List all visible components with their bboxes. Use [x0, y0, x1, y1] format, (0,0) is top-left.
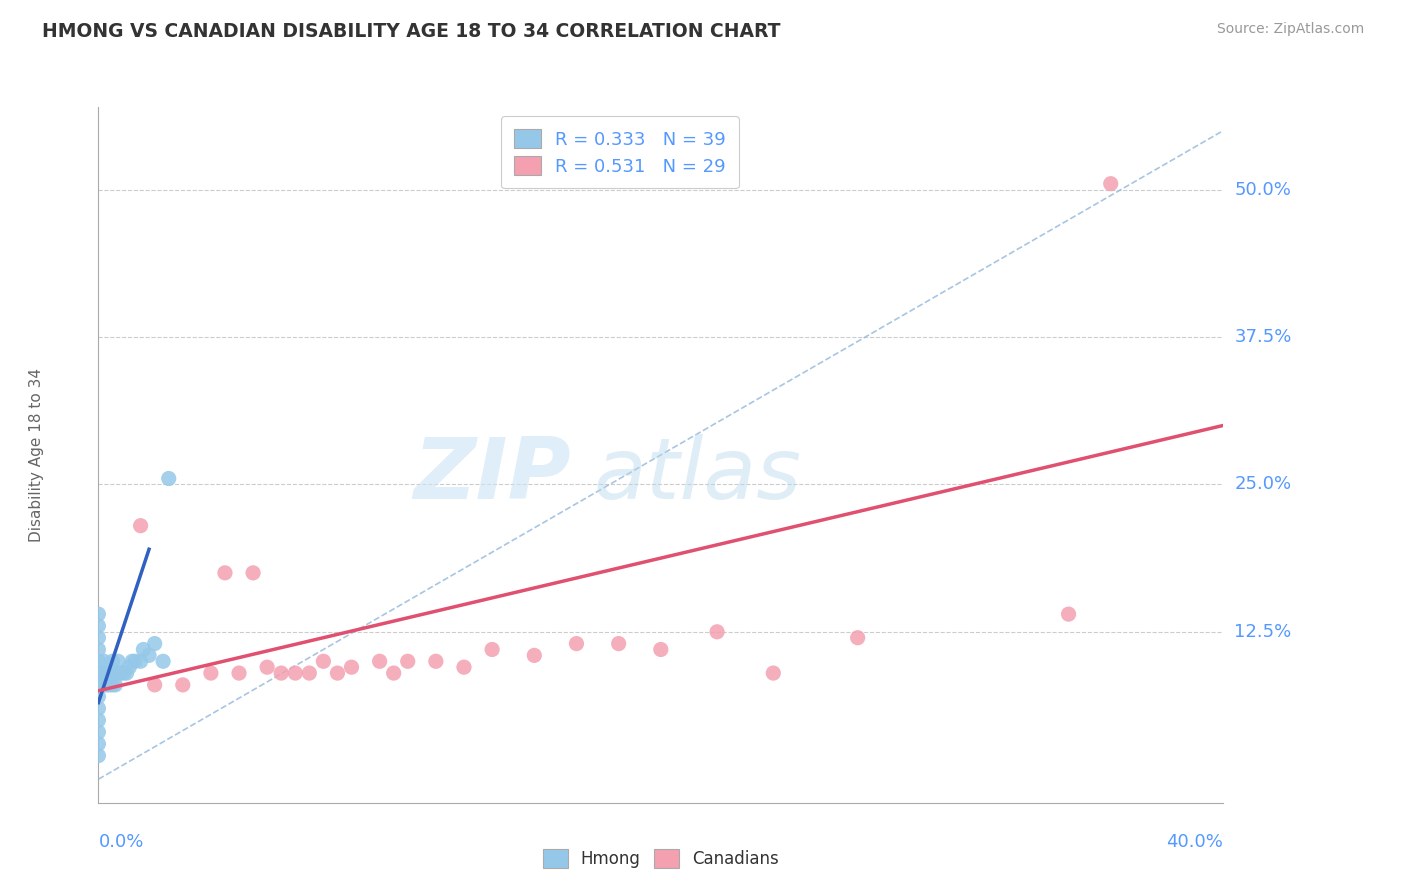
- Point: [242, 566, 264, 580]
- Point: [98, 666, 121, 681]
- Point: [87, 737, 110, 751]
- Point: [706, 624, 728, 639]
- Point: [101, 666, 124, 681]
- Point: [143, 637, 166, 651]
- Point: [172, 678, 194, 692]
- Point: [1099, 177, 1122, 191]
- Point: [762, 666, 785, 681]
- Text: ZIP: ZIP: [413, 434, 571, 517]
- Point: [143, 678, 166, 692]
- Point: [1057, 607, 1080, 621]
- Point: [607, 637, 630, 651]
- Text: atlas: atlas: [593, 434, 801, 517]
- Point: [87, 642, 110, 657]
- Point: [87, 748, 110, 763]
- Point: [124, 654, 146, 668]
- Point: [326, 666, 349, 681]
- Point: [453, 660, 475, 674]
- Point: [112, 666, 135, 681]
- Point: [93, 666, 115, 681]
- Point: [121, 654, 143, 668]
- Point: [368, 654, 391, 668]
- Point: [200, 666, 222, 681]
- Point: [846, 631, 869, 645]
- Point: [107, 654, 129, 668]
- Point: [214, 566, 236, 580]
- Point: [87, 631, 110, 645]
- Text: 37.5%: 37.5%: [1234, 328, 1292, 346]
- Point: [93, 654, 115, 668]
- Text: Source: ZipAtlas.com: Source: ZipAtlas.com: [1216, 22, 1364, 37]
- Text: 40.0%: 40.0%: [1167, 833, 1223, 851]
- Point: [101, 654, 124, 668]
- Point: [93, 678, 115, 692]
- Point: [382, 666, 405, 681]
- Point: [96, 678, 118, 692]
- Point: [101, 678, 124, 692]
- Point: [115, 666, 138, 681]
- Point: [565, 637, 588, 651]
- Point: [96, 666, 118, 681]
- Point: [650, 642, 672, 657]
- Point: [132, 642, 155, 657]
- Point: [256, 660, 278, 674]
- Point: [425, 654, 447, 668]
- Text: HMONG VS CANADIAN DISABILITY AGE 18 TO 34 CORRELATION CHART: HMONG VS CANADIAN DISABILITY AGE 18 TO 3…: [42, 22, 780, 41]
- Point: [481, 642, 503, 657]
- Text: 12.5%: 12.5%: [1234, 623, 1292, 640]
- Point: [396, 654, 419, 668]
- Point: [87, 725, 110, 739]
- Point: [87, 678, 110, 692]
- Point: [340, 660, 363, 674]
- Point: [129, 518, 152, 533]
- Point: [98, 678, 121, 692]
- Point: [110, 666, 132, 681]
- Point: [523, 648, 546, 663]
- Point: [104, 678, 127, 692]
- Point: [87, 607, 110, 621]
- Text: 0.0%: 0.0%: [98, 833, 143, 851]
- Legend: Hmong, Canadians: Hmong, Canadians: [536, 843, 786, 875]
- Point: [129, 654, 152, 668]
- Point: [87, 666, 110, 681]
- Point: [270, 666, 292, 681]
- Point: [87, 619, 110, 633]
- Point: [87, 713, 110, 727]
- Legend: R = 0.333   N = 39, R = 0.531   N = 29: R = 0.333 N = 39, R = 0.531 N = 29: [501, 116, 738, 188]
- Point: [87, 654, 110, 668]
- Text: 25.0%: 25.0%: [1234, 475, 1292, 493]
- Point: [104, 666, 127, 681]
- Point: [298, 666, 321, 681]
- Point: [87, 701, 110, 715]
- Point: [284, 666, 307, 681]
- Point: [157, 471, 180, 485]
- Point: [87, 690, 110, 704]
- Point: [228, 666, 250, 681]
- Text: 50.0%: 50.0%: [1234, 180, 1291, 199]
- Point: [107, 666, 129, 681]
- Text: Disability Age 18 to 34: Disability Age 18 to 34: [30, 368, 44, 542]
- Point: [152, 654, 174, 668]
- Point: [138, 648, 160, 663]
- Point: [118, 660, 141, 674]
- Point: [312, 654, 335, 668]
